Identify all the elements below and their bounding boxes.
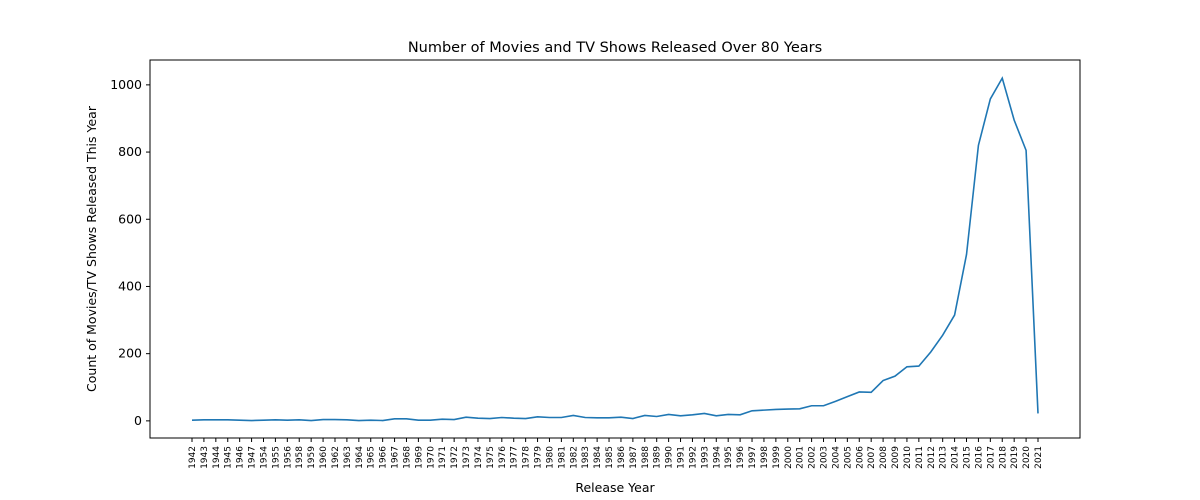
x-tick-label: 1944 <box>212 446 222 469</box>
x-tick-label: 2014 <box>951 446 961 469</box>
x-tick-label: 1983 <box>581 446 591 469</box>
x-tick-label: 1970 <box>426 446 436 469</box>
x-tick-label: 2019 <box>1010 446 1020 469</box>
x-tick-label: 1997 <box>748 446 758 469</box>
x-tick-label: 1991 <box>677 446 687 469</box>
x-tick-label: 2001 <box>796 446 806 469</box>
x-tick-label: 1978 <box>522 446 532 469</box>
x-tick-label: 1946 <box>236 446 246 469</box>
x-tick-label: 1995 <box>724 446 734 469</box>
x-tick-label: 1962 <box>331 446 341 469</box>
x-tick-label: 1963 <box>343 446 353 469</box>
x-tick-label: 1999 <box>772 446 782 469</box>
x-axis-label: Release Year <box>575 480 655 495</box>
x-tick-label: 1966 <box>379 446 389 469</box>
x-tick-label: 1985 <box>605 446 615 469</box>
x-tick-label: 1996 <box>736 446 746 469</box>
x-tick-label: 1973 <box>462 446 472 469</box>
x-tick-label: 2016 <box>974 446 984 469</box>
x-tick-label: 1965 <box>367 446 377 469</box>
x-tick-label: 1992 <box>688 446 698 469</box>
y-tick-label: 200 <box>118 346 142 361</box>
x-tick-label: 1987 <box>629 446 639 469</box>
x-tick-label: 1975 <box>486 446 496 469</box>
x-tick-label: 1988 <box>641 446 651 469</box>
x-tick-label: 2005 <box>843 446 853 469</box>
x-tick-label: 1980 <box>545 446 555 469</box>
x-tick-label: 1947 <box>248 446 258 469</box>
x-tick-label: 2004 <box>831 446 841 469</box>
x-tick-label: 2013 <box>939 446 949 469</box>
x-tick-label: 2006 <box>855 446 865 469</box>
x-tick-label: 1942 <box>188 446 198 469</box>
x-tick-label: 1982 <box>569 446 579 469</box>
x-tick-label: 2017 <box>986 446 996 469</box>
y-tick-label: 400 <box>118 278 142 293</box>
x-tick-label: 1989 <box>653 446 663 469</box>
x-tick-label: 1945 <box>224 446 234 469</box>
y-tick-label: 600 <box>118 211 142 226</box>
x-tick-label: 2009 <box>891 446 901 469</box>
x-tick-label: 1954 <box>259 446 269 469</box>
x-tick-label: 1994 <box>712 446 722 469</box>
x-tick-label: 2008 <box>879 446 889 469</box>
x-tick-label: 2015 <box>963 446 973 469</box>
x-tick-label: 1964 <box>355 446 365 469</box>
y-axis-label: Count of Movies/TV Shows Released This Y… <box>84 105 99 392</box>
x-tick-label: 1974 <box>474 446 484 469</box>
x-tick-label: 1998 <box>760 446 770 469</box>
y-tick-label: 800 <box>118 144 142 159</box>
x-tick-label: 1960 <box>319 446 329 469</box>
x-tick-label: 2021 <box>1034 446 1044 469</box>
x-tick-label: 1993 <box>700 446 710 469</box>
x-tick-label: 1969 <box>414 446 424 469</box>
x-tick-label: 2002 <box>808 446 818 469</box>
x-tick-label: 2007 <box>867 446 877 469</box>
x-tick-label: 1959 <box>307 446 317 469</box>
x-tick-label: 1979 <box>534 446 544 469</box>
y-tick-label: 0 <box>134 413 142 428</box>
x-tick-label: 2012 <box>927 446 937 469</box>
x-tick-label: 2020 <box>1022 446 1032 469</box>
x-tick-label: 1967 <box>391 446 401 469</box>
x-tick-label: 1984 <box>593 446 603 469</box>
x-tick-label: 1971 <box>438 446 448 469</box>
line <box>191 76 1039 422</box>
x-tick-label: 1955 <box>271 446 281 469</box>
x-tick-label: 2000 <box>784 446 794 469</box>
x-tick-label: 1976 <box>498 446 508 469</box>
x-tick-label: 1977 <box>510 446 520 469</box>
x-tick-label: 1956 <box>283 446 293 469</box>
x-tick-label: 1981 <box>557 446 567 469</box>
x-tick-label: 1972 <box>450 446 460 469</box>
x-tick-label: 1986 <box>617 446 627 469</box>
plot-frame <box>149 59 1081 439</box>
x-tick-label: 1968 <box>402 446 412 469</box>
x-tick-label: 2003 <box>820 446 830 469</box>
x-tick-label: 2010 <box>903 446 913 469</box>
x-tick-label: 1990 <box>665 446 675 469</box>
x-tick-label: 2018 <box>998 446 1008 469</box>
chart-title: Number of Movies and TV Shows Released O… <box>408 40 822 56</box>
x-tick-label: 2011 <box>915 446 925 469</box>
y-tick-label: 1000 <box>110 77 142 92</box>
x-tick-label: 1958 <box>295 446 305 469</box>
x-tick-label: 1943 <box>200 446 210 469</box>
